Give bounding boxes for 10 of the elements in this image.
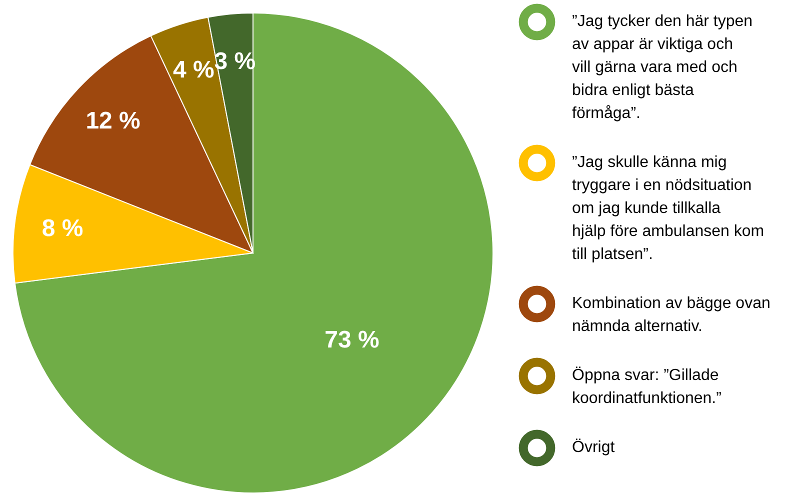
data-label: 73 % [324,326,380,354]
data-label: 12 % [86,108,140,135]
legend-label: Övrigt [572,438,616,456]
data-label: 4 % [172,56,214,84]
legend-label: Kombination av bägge ovan nämnda alternativ. [572,295,770,335]
pie-slice [14,12,494,494]
legend-label: ”Jag skulle känna mig tryggare i en nödsituation om jag kunde tillkalla hjälp före ambulansen kom till platsen”. [572,154,764,263]
legend-label: Öppna svar: ”Gillade koordinatfunktionen.” [572,366,722,407]
data-label: 8 % [42,214,84,242]
legend-label: ”Jag tycker den här typen av appar är viktiga och vill gärna vara med och bidra enligt bästa förmåga”. [572,13,753,122]
